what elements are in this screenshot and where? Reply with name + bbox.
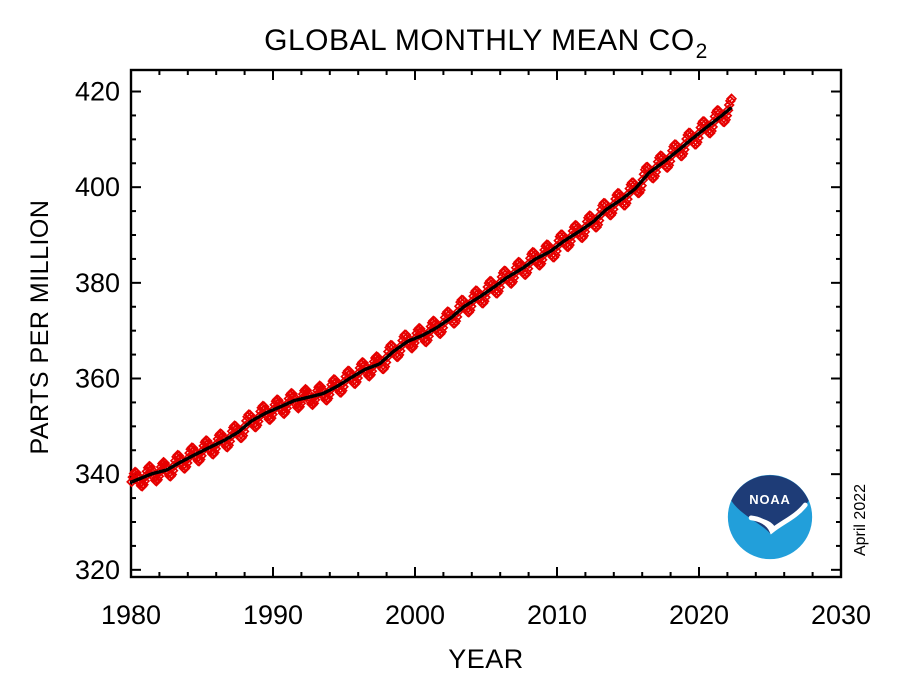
y-tick-label: 320 [75,555,120,585]
x-tick-label: 1990 [243,600,303,630]
noaa-logo-text: NOAA [749,492,790,507]
noaa-logo-gull-body [762,518,776,531]
y-tick-label: 380 [75,268,120,298]
monthly-co2-line [130,98,733,488]
x-tick-label: 2020 [669,600,729,630]
chart-title-text: GLOBAL MONTHLY MEAN CO [264,24,695,57]
publication-date-note: April 2022 [852,483,869,557]
y-tick-label: 360 [75,364,120,394]
x-axis-title: YEAR [448,644,524,674]
x-tick-label: 2010 [527,600,587,630]
y-tick-label: 400 [75,172,120,202]
monthly-co2-markers [126,93,738,492]
x-tick-label: 1980 [101,600,161,630]
x-tick-label: 2000 [385,600,445,630]
chart-title: GLOBAL MONTHLY MEAN CO2 [131,24,841,63]
trend-line [130,106,733,484]
y-tick-label: 340 [75,459,120,489]
noaa-logo-sky [731,475,809,534]
chart-title-subscript: 2 [695,40,708,63]
noaa-logo: NOAA [727,474,813,560]
y-tick-label: 420 [75,77,120,107]
x-tick-label: 2030 [811,600,871,630]
plot-frame [129,68,843,579]
noaa-logo-gull-icon [748,502,808,535]
